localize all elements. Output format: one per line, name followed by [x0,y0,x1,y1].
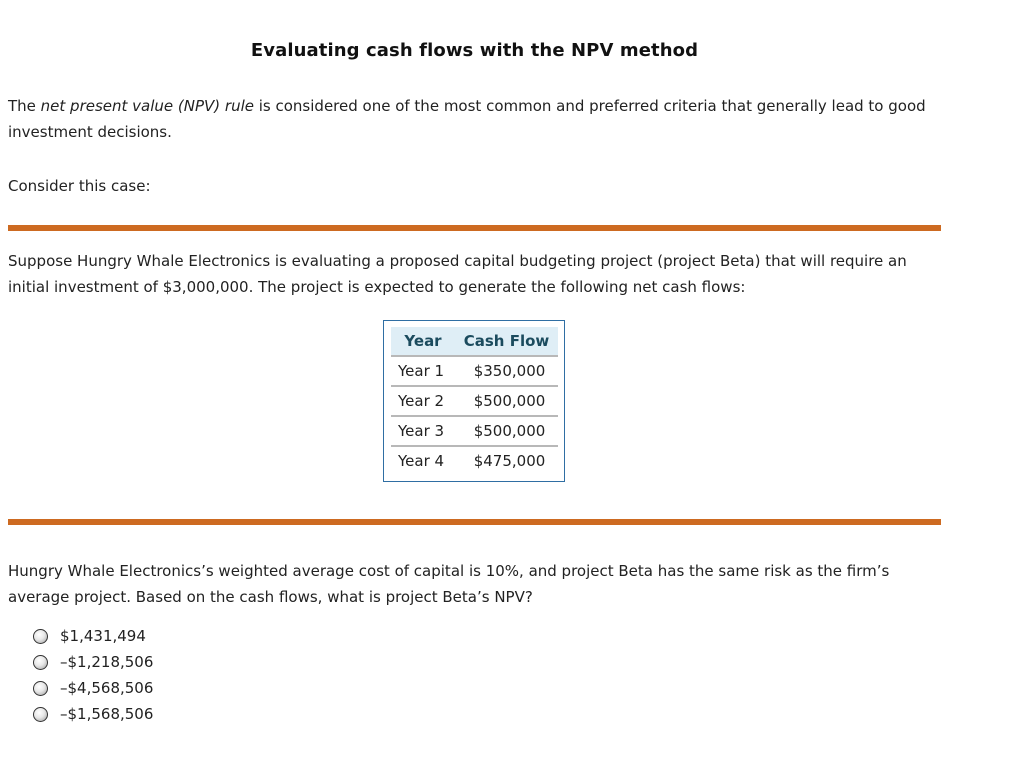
npv-rule-term: net present value (NPV) rule [40,97,254,115]
cell-cash-flow: $500,000 [455,415,558,446]
section-divider [8,225,941,231]
radio-button-icon[interactable] [33,654,48,670]
intro-paragraph: The net present value (NPV) rule is cons… [8,93,948,145]
radio-button-icon[interactable] [33,628,48,644]
table-row: Year 4 $475,000 [391,445,558,475]
question-text: Hungry Whale Electronics’s weighted aver… [8,562,890,606]
answer-option-2[interactable]: –$1,218,506 [33,649,153,675]
cash-flow-table-container: Year Cash Flow Year 1 $350,000 Year 2 $5… [383,320,565,482]
cash-flow-table: Year Cash Flow Year 1 $350,000 Year 2 $5… [391,327,558,475]
case-paragraph: Suppose Hungry Whale Electronics is eval… [8,252,907,296]
cell-cash-flow: $475,000 [455,445,558,475]
table-row: Year 2 $500,000 [391,385,558,416]
table-row: Year 3 $500,000 [391,415,558,446]
cell-cash-flow: $350,000 [455,355,558,386]
option-label[interactable]: –$1,218,506 [60,653,154,671]
cell-year: Year 1 [391,355,455,386]
table-row: Year 1 $350,000 [391,355,558,386]
cell-year: Year 2 [391,385,455,416]
option-label[interactable]: –$4,568,506 [60,679,154,697]
intro-suffix: is considered one of the most common and… [8,97,926,141]
consider-label: Consider this case: [8,177,151,195]
radio-button-icon[interactable] [33,680,48,696]
section-divider [8,519,941,525]
page-title: Evaluating cash flows with the NPV metho… [250,40,699,61]
answer-option-1[interactable]: $1,431,494 [33,623,153,649]
option-label[interactable]: –$1,568,506 [60,705,154,723]
header-year: Year [391,327,455,356]
cell-year: Year 4 [391,445,455,475]
table-header-row: Year Cash Flow [391,327,558,356]
answer-options: $1,431,494 –$1,218,506 –$4,568,506 –$1,5… [33,623,153,727]
cell-year: Year 3 [391,415,455,446]
header-cash-flow: Cash Flow [455,327,558,356]
radio-button-icon[interactable] [33,706,48,722]
answer-option-4[interactable]: –$1,568,506 [33,701,153,727]
answer-option-3[interactable]: –$4,568,506 [33,675,153,701]
intro-prefix: The [8,97,41,115]
cell-cash-flow: $500,000 [455,385,558,416]
option-label[interactable]: $1,431,494 [60,627,146,645]
